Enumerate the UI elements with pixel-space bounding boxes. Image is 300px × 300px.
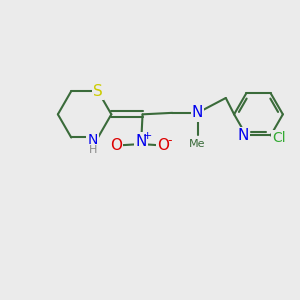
Text: N: N xyxy=(87,134,98,148)
Text: +: + xyxy=(143,131,152,141)
Text: H: H xyxy=(88,145,97,155)
Text: N: N xyxy=(135,134,147,148)
Text: Me: Me xyxy=(189,139,206,149)
Text: O: O xyxy=(110,138,122,153)
Text: S: S xyxy=(93,84,103,99)
Text: O: O xyxy=(158,138,169,153)
Text: Cl: Cl xyxy=(272,131,286,145)
Text: N: N xyxy=(192,105,203,120)
Text: N: N xyxy=(238,128,249,143)
Text: -: - xyxy=(168,134,172,147)
